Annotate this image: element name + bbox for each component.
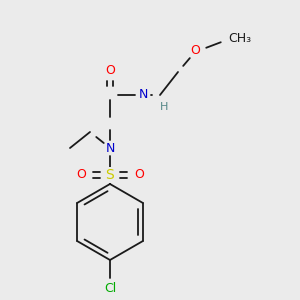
Text: O: O [76,169,86,182]
Text: Cl: Cl [104,281,116,295]
Text: S: S [106,168,114,182]
Text: O: O [190,44,200,56]
Text: O: O [134,169,144,182]
Text: N: N [105,142,115,154]
Text: H: H [160,102,168,112]
Text: CH₃: CH₃ [228,32,252,44]
Text: O: O [105,64,115,76]
Text: N: N [138,88,148,101]
